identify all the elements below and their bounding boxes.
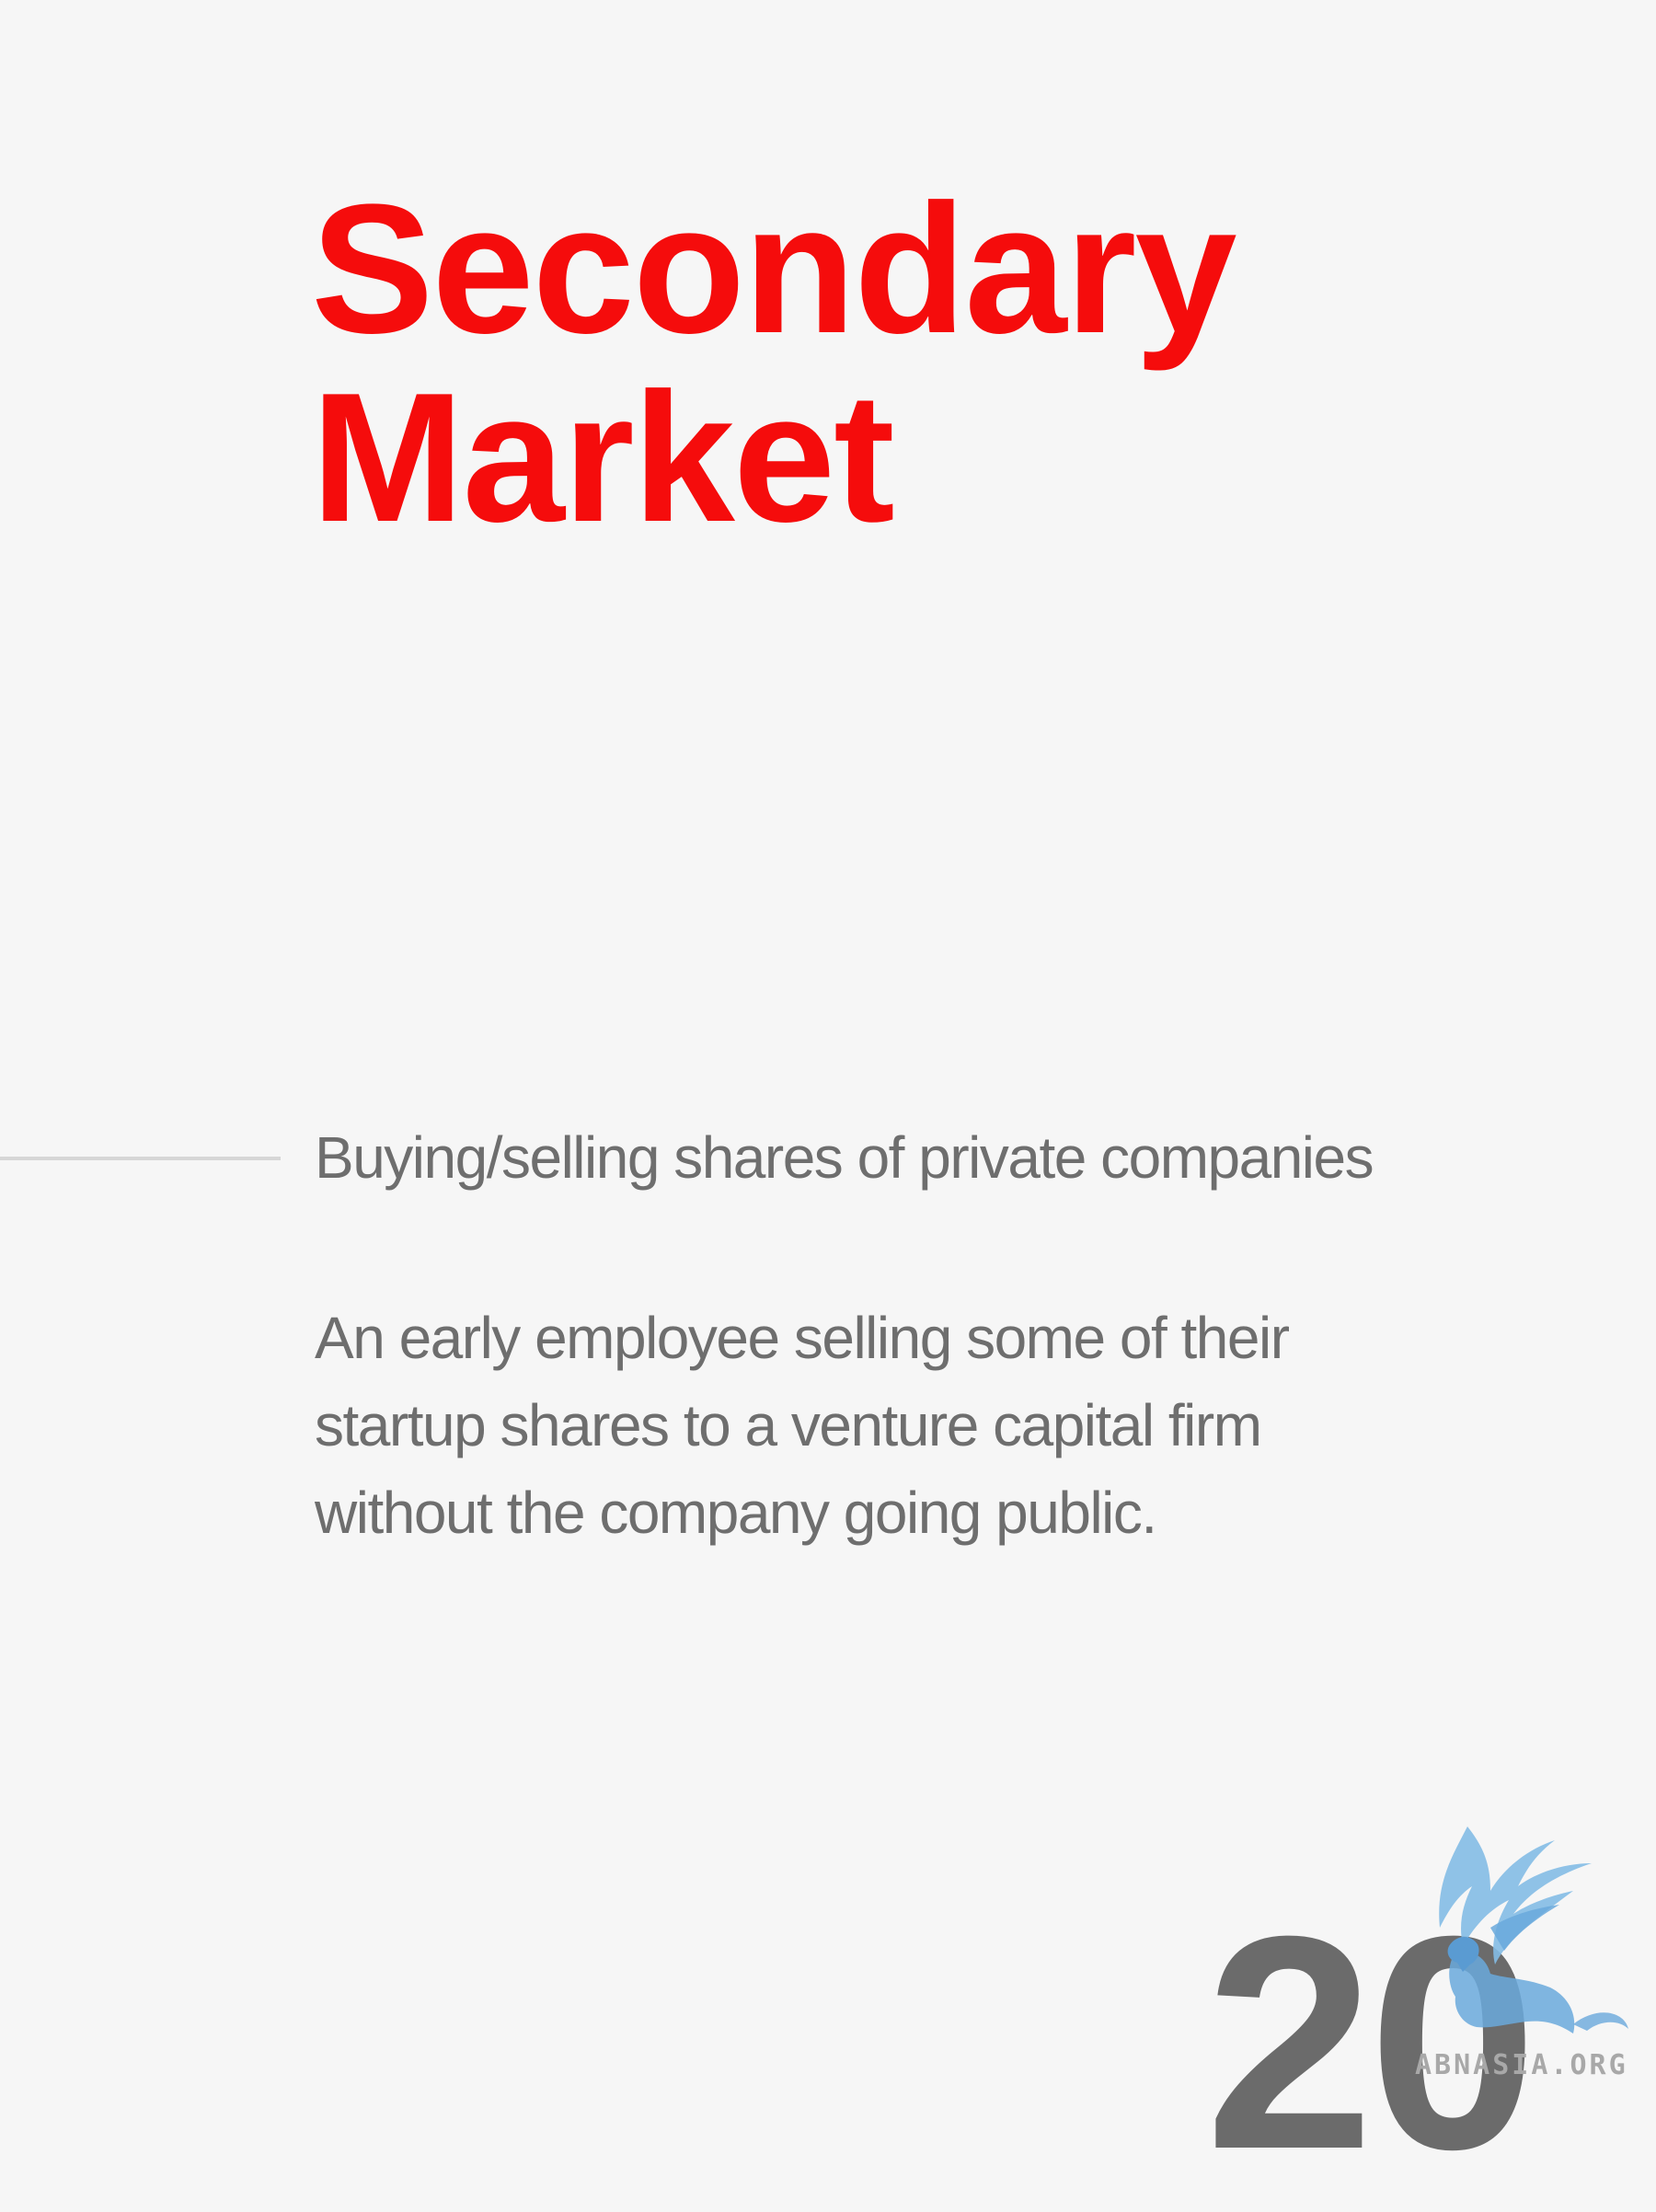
slide-title-line: Secondary — [311, 167, 1237, 372]
slide-title: Secondary Market — [311, 167, 1237, 560]
example-line: An early employee selling some of their — [315, 1305, 1290, 1371]
slide-title-line: Market — [311, 355, 895, 560]
definition-text: Buying/selling shares of private compani… — [315, 1124, 1374, 1191]
example-line: without the company going public. — [315, 1480, 1157, 1546]
example-text: An early employee selling some of their … — [315, 1295, 1290, 1557]
divider-line — [0, 1157, 281, 1160]
griffin-logo-icon — [1439, 1826, 1628, 2033]
watermark-logo: ABNASIA.ORG — [1398, 1817, 1656, 2080]
watermark-text: ABNASIA.ORG — [1415, 2049, 1628, 2081]
example-line: startup shares to a venture capital firm — [315, 1392, 1262, 1458]
